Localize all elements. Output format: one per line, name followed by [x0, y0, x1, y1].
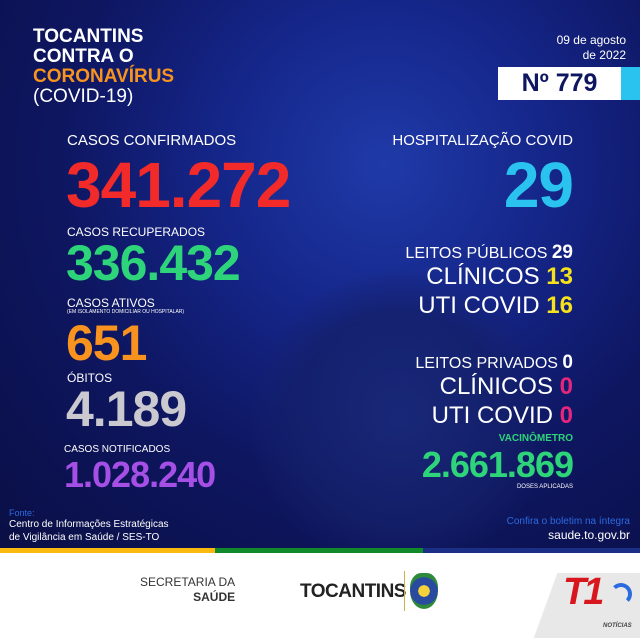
active-sublabel: (EM ISOLAMENTO DOMICILIAR OU HOSPITALAR)	[67, 309, 185, 315]
bulletin-accent	[621, 67, 640, 100]
logo-footer: SECRETARIA DA SAÚDE TOCANTINS T1 NOTÍCIA…	[0, 553, 640, 640]
confirmed-label: CASOS CONFIRMADOS	[67, 132, 237, 149]
bulletin-number: Nº 779	[498, 67, 621, 100]
tocantins-logo: TOCANTINS	[300, 581, 406, 602]
private-icu-label: UTI COVID	[431, 402, 553, 429]
date-line: 09 de agosto	[556, 33, 626, 47]
public-icu-label: UTI COVID	[418, 292, 540, 319]
title: TOCANTINS CONTRA O CORONAVÍRUS (COVID-19…	[33, 27, 174, 107]
active-label: CASOS ATIVOS	[67, 296, 155, 310]
public-icu-row: UTI COVID 16	[418, 292, 573, 320]
public-beds-label: LEITOS PÚBLICOS	[405, 245, 548, 262]
private-beds-value: 0	[562, 352, 573, 373]
private-icu-value: 0	[559, 402, 573, 429]
cta-text: Confira o boletim na íntegra	[506, 516, 630, 527]
private-beds-row: LEITOS PRIVADOS 0	[415, 352, 573, 374]
source-line: Centro de Informações Estratégicas	[9, 519, 169, 530]
recovered-label: CASOS RECUPERADOS	[67, 225, 206, 239]
source-label: Fonte:	[9, 508, 35, 518]
confirmed-value: 341.272	[66, 149, 291, 221]
vaccinometer-value: 2.661.869	[421, 444, 574, 485]
t1-sublabel: NOTÍCIAS	[603, 623, 632, 629]
secretaria-line: SECRETARIA DA	[140, 575, 236, 589]
infographic-panel: TOCANTINS CONTRA O CORONAVÍRUS (COVID-19…	[0, 0, 640, 548]
virus-illustration	[250, 270, 550, 548]
active-value: 651	[66, 315, 147, 371]
deaths-label: ÓBITOS	[67, 371, 113, 385]
recovered-value: 336.432	[66, 235, 241, 291]
hospitalization-value: 29	[503, 149, 574, 221]
hospitalization-label: HOSPITALIZAÇÃO COVID	[392, 132, 573, 149]
vaccinometer-label: VACINÔMETRO	[498, 433, 573, 444]
vaccinometer-sublabel: DOSES APLICADAS	[516, 484, 573, 490]
date-line: de 2022	[582, 48, 626, 62]
source-line: de Vigilância em Saúde / SES-TO	[9, 532, 160, 543]
flag-stripes	[0, 548, 640, 553]
title-line: (COVID-19)	[33, 86, 134, 107]
public-beds-row: LEITOS PÚBLICOS 29	[405, 242, 573, 264]
notified-label: CASOS NOTIFICADOS	[64, 444, 171, 455]
deaths-value: 4.189	[66, 381, 187, 437]
secretaria-logo: SECRETARIA DA SAÚDE	[140, 575, 235, 605]
public-beds-value: 29	[551, 242, 573, 263]
title-line: TOCANTINS	[33, 26, 144, 47]
secretaria-line: SAÚDE	[193, 590, 236, 604]
title-line: CONTRA O	[33, 46, 134, 67]
date: 09 de agosto de 2022	[557, 33, 626, 63]
title-line: CORONAVÍRUS	[33, 66, 175, 87]
t1-logo: T1	[563, 571, 604, 613]
notified-value: 1.028.240	[64, 454, 216, 495]
public-clinic-label: CLÍNICOS	[426, 263, 540, 290]
private-clinic-label: CLÍNICOS	[439, 373, 553, 400]
logo-divider	[404, 571, 405, 611]
signal-icon	[610, 583, 632, 605]
public-clinic-row: CLÍNICOS 13	[426, 263, 573, 291]
public-clinic-value: 13	[546, 263, 573, 290]
private-icu-row: UTI COVID 0	[432, 402, 573, 430]
coat-of-arms-icon	[410, 573, 438, 609]
private-clinic-row: CLÍNICOS 0	[440, 373, 573, 401]
private-beds-label: LEITOS PRIVADOS	[415, 355, 558, 372]
website-link[interactable]: saude.to.gov.br	[548, 528, 630, 542]
private-clinic-value: 0	[559, 373, 573, 400]
public-icu-value: 16	[546, 292, 573, 319]
